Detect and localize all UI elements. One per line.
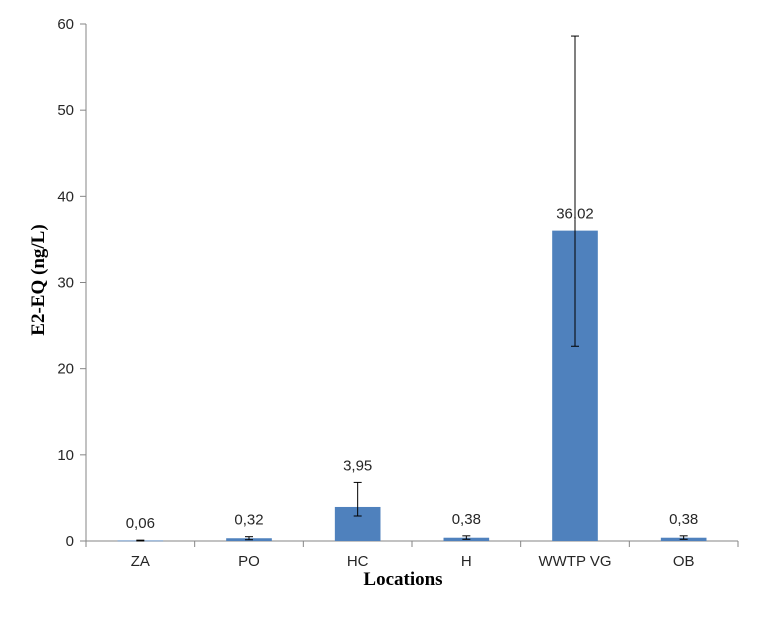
x-tick-label: PO [238, 553, 260, 570]
y-axis-title: E2-EQ (ng/L) [28, 224, 49, 335]
x-tick-label: OB [673, 553, 695, 570]
y-tick-label: 10 [57, 447, 74, 464]
error-bars [136, 35, 688, 542]
data-label: 0,06 [126, 515, 155, 532]
x-axis: ZA PO HC H WWTP VG OB [85, 540, 739, 570]
data-label: 0,38 [452, 511, 481, 528]
y-tick-label: 0 [66, 533, 74, 550]
data-label: 0,32 [234, 512, 263, 529]
y-tick-label: 40 [57, 188, 74, 205]
x-axis-title: Locations [363, 569, 442, 590]
data-label: 0,38 [669, 511, 698, 528]
x-tick-label: WWTP VG [538, 553, 611, 570]
y-tick-label: 30 [57, 275, 74, 292]
data-label: 36,02 [556, 206, 594, 223]
data-labels: 0,06 0,32 3,95 0,38 36,02 0,38 [126, 206, 699, 533]
x-tick-label: HC [347, 553, 369, 570]
y-tick-label: 20 [57, 361, 74, 378]
y-axis: 0 10 20 30 40 50 60 [57, 16, 87, 550]
x-tick-label: H [461, 553, 472, 570]
bars [117, 230, 707, 542]
data-label: 3,95 [343, 457, 372, 474]
y-tick-label: 60 [57, 16, 74, 33]
y-tick-label: 50 [57, 102, 74, 119]
x-tick-label: ZA [131, 553, 150, 570]
